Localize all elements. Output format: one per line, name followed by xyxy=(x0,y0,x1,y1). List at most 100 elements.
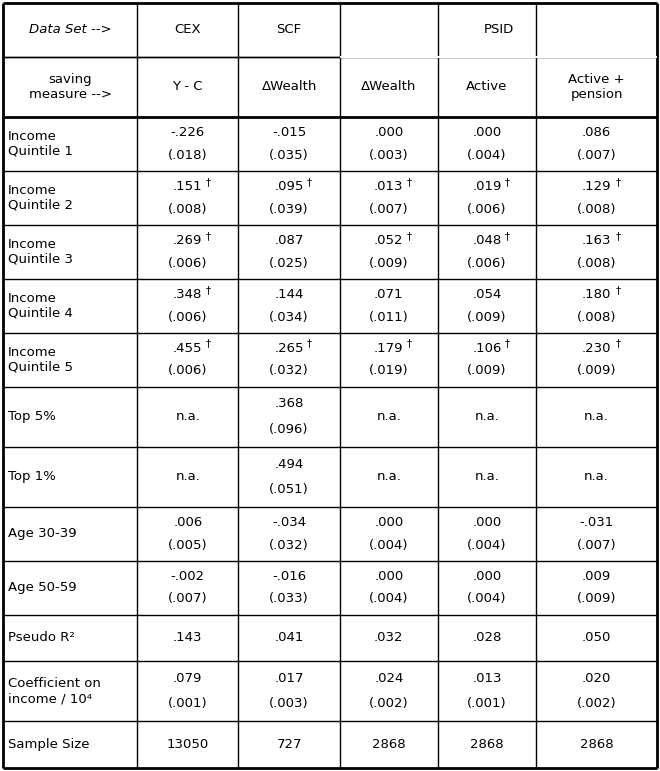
Text: Income
Quintile 3: Income Quintile 3 xyxy=(8,237,73,266)
Text: ΔWealth: ΔWealth xyxy=(361,80,416,93)
Text: .230: .230 xyxy=(581,342,611,355)
Text: .265: .265 xyxy=(275,342,304,355)
Text: .032: .032 xyxy=(374,631,404,645)
Text: n.a.: n.a. xyxy=(376,470,401,483)
Text: .006: .006 xyxy=(173,516,203,529)
Text: .269: .269 xyxy=(173,234,203,247)
Text: (.009): (.009) xyxy=(577,365,616,378)
Text: -.015: -.015 xyxy=(272,126,306,139)
Text: PSID: PSID xyxy=(483,23,513,36)
Text: (.003): (.003) xyxy=(369,149,409,162)
Text: Y - C: Y - C xyxy=(172,80,203,93)
Text: (.096): (.096) xyxy=(269,423,309,436)
Text: .000: .000 xyxy=(374,570,403,583)
Text: .143: .143 xyxy=(173,631,203,645)
Text: n.a.: n.a. xyxy=(475,470,500,483)
Text: Sample Size: Sample Size xyxy=(8,738,90,751)
Text: .054: .054 xyxy=(473,288,502,301)
Text: (.007): (.007) xyxy=(577,149,616,162)
Text: .000: .000 xyxy=(473,570,502,583)
Text: (.034): (.034) xyxy=(269,311,309,324)
Text: .079: .079 xyxy=(173,672,203,685)
Text: (.018): (.018) xyxy=(168,149,207,162)
Text: (.009): (.009) xyxy=(369,257,409,270)
Text: 727: 727 xyxy=(277,738,302,751)
Text: †: † xyxy=(407,231,412,241)
Text: Data Set -->: Data Set --> xyxy=(29,23,112,36)
Text: .163: .163 xyxy=(581,234,611,247)
Text: Age 30-39: Age 30-39 xyxy=(8,527,77,540)
Text: ΔWealth: ΔWealth xyxy=(261,80,317,93)
Text: n.a.: n.a. xyxy=(584,470,609,483)
Text: SCF: SCF xyxy=(277,23,302,36)
Text: .009: .009 xyxy=(582,570,611,583)
Text: -.016: -.016 xyxy=(272,570,306,583)
Text: (.039): (.039) xyxy=(269,203,309,216)
Text: Coefficient on
income / 10⁴: Coefficient on income / 10⁴ xyxy=(8,677,101,705)
Text: †: † xyxy=(307,338,312,348)
Text: (.006): (.006) xyxy=(168,311,207,324)
Text: Top 1%: Top 1% xyxy=(8,470,56,483)
Text: .013: .013 xyxy=(472,672,502,685)
Text: †: † xyxy=(505,338,510,348)
Text: -.226: -.226 xyxy=(171,126,205,139)
Text: n.a.: n.a. xyxy=(475,410,500,423)
Text: (.006): (.006) xyxy=(168,365,207,378)
Text: Income
Quintile 2: Income Quintile 2 xyxy=(8,183,73,212)
Text: (.005): (.005) xyxy=(168,539,207,551)
Text: n.a.: n.a. xyxy=(376,410,401,423)
Text: CEX: CEX xyxy=(174,23,201,36)
Text: .086: .086 xyxy=(582,126,611,139)
Text: 2868: 2868 xyxy=(372,738,406,751)
Text: .348: .348 xyxy=(173,288,203,301)
Text: -.034: -.034 xyxy=(272,516,306,529)
Text: (.011): (.011) xyxy=(369,311,409,324)
Text: .368: .368 xyxy=(275,398,304,410)
Text: .017: .017 xyxy=(275,672,304,685)
Text: (.002): (.002) xyxy=(577,698,616,710)
Text: Age 50-59: Age 50-59 xyxy=(8,581,77,594)
Text: Pseudo R²: Pseudo R² xyxy=(8,631,75,645)
Text: .087: .087 xyxy=(275,234,304,247)
Text: (.051): (.051) xyxy=(269,483,309,496)
Text: (.025): (.025) xyxy=(269,257,309,270)
Text: .052: .052 xyxy=(374,234,404,247)
Text: .050: .050 xyxy=(582,631,611,645)
Text: .041: .041 xyxy=(275,631,304,645)
Text: †: † xyxy=(505,231,510,241)
Text: (.032): (.032) xyxy=(269,365,309,378)
Text: .024: .024 xyxy=(374,672,403,685)
Text: (.032): (.032) xyxy=(269,539,309,551)
Text: (.009): (.009) xyxy=(467,311,507,324)
Text: (.019): (.019) xyxy=(369,365,409,378)
Text: Active: Active xyxy=(466,80,508,93)
Text: †: † xyxy=(407,338,412,348)
Text: (.007): (.007) xyxy=(168,592,207,605)
Text: .028: .028 xyxy=(473,631,502,645)
Text: (.009): (.009) xyxy=(577,592,616,605)
Text: (.004): (.004) xyxy=(467,149,507,162)
Text: †: † xyxy=(616,177,621,187)
Text: (.008): (.008) xyxy=(577,203,616,216)
Text: Income
Quintile 4: Income Quintile 4 xyxy=(8,291,73,320)
Text: (.004): (.004) xyxy=(467,539,507,551)
Text: (.006): (.006) xyxy=(467,203,507,216)
Text: -.002: -.002 xyxy=(171,570,205,583)
Text: .151: .151 xyxy=(173,180,203,193)
Text: (.004): (.004) xyxy=(369,592,409,605)
Text: .455: .455 xyxy=(173,342,203,355)
Text: (.006): (.006) xyxy=(168,257,207,270)
Text: (.004): (.004) xyxy=(467,592,507,605)
Text: .095: .095 xyxy=(275,180,304,193)
Text: †: † xyxy=(616,284,621,295)
Text: .020: .020 xyxy=(582,672,611,685)
Text: (.033): (.033) xyxy=(269,592,309,605)
Text: 13050: 13050 xyxy=(166,738,209,751)
Text: †: † xyxy=(616,338,621,348)
Text: (.008): (.008) xyxy=(168,203,207,216)
Text: .000: .000 xyxy=(374,126,403,139)
Text: saving
measure -->: saving measure --> xyxy=(28,73,112,101)
Text: (.007): (.007) xyxy=(369,203,409,216)
Text: (.004): (.004) xyxy=(369,539,409,551)
Text: (.008): (.008) xyxy=(577,311,616,324)
